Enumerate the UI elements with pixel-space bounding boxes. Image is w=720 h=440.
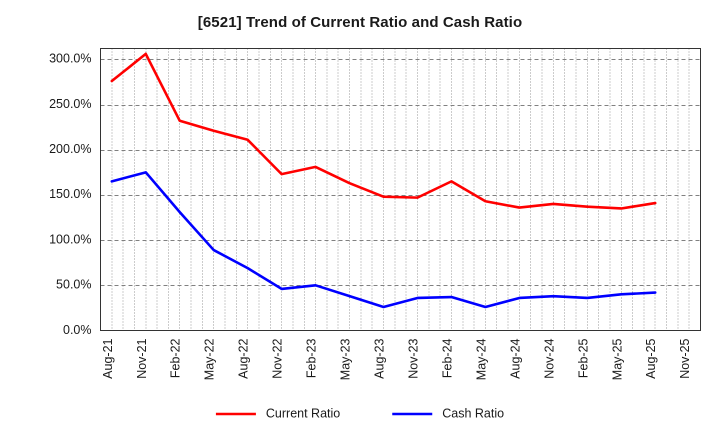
- plot-frame: [99, 47, 702, 332]
- x-tick-label: Aug-21: [101, 338, 115, 378]
- series-line-cash-ratio: [110, 171, 657, 309]
- x-tick-label: Feb-24: [440, 338, 454, 378]
- x-tick-label: Nov-23: [406, 338, 420, 378]
- y-tick-label: 50.0%: [56, 278, 91, 292]
- x-tick-label: Nov-25: [678, 338, 692, 378]
- x-tick-label: Feb-22: [169, 338, 183, 378]
- x-tick-label: May-24: [474, 338, 488, 380]
- x-tick-label: Aug-23: [373, 338, 387, 378]
- minor-gridlines: [111, 48, 690, 331]
- x-tick-label: May-25: [610, 338, 624, 380]
- x-tick-label: May-23: [339, 338, 353, 380]
- y-tick-label: 250.0%: [49, 97, 91, 111]
- y-tick-label: 0.0%: [63, 323, 92, 337]
- y-tick-label: 150.0%: [49, 187, 91, 201]
- x-tick-label: Aug-25: [644, 338, 658, 378]
- chart-title: [6521] Trend of Current Ratio and Cash R…: [197, 14, 523, 31]
- y-tick-label: 100.0%: [49, 232, 91, 246]
- y-axis-labels: 0.0% 50.0% 100.0% 150.0% 200.0% 250.0% 300.0%: [49, 52, 91, 337]
- series-line-current-ratio: [110, 52, 657, 210]
- x-tick-label: Feb-23: [305, 338, 319, 378]
- y-tick-label: 300.0%: [49, 52, 91, 66]
- x-tick-label: Feb-25: [576, 338, 590, 378]
- x-tick-label: Aug-22: [237, 338, 251, 378]
- x-tick-label: Nov-21: [135, 338, 149, 378]
- x-tick-label: Nov-24: [542, 338, 556, 378]
- legend-item-current-ratio[interactable]: Current Ratio: [215, 406, 340, 420]
- chart-legend: Current Ratio Cash Ratio: [215, 406, 504, 420]
- legend-label: Current Ratio: [266, 406, 340, 420]
- legend-label: Cash Ratio: [442, 406, 504, 420]
- x-tick-label: Nov-22: [271, 338, 285, 378]
- x-axis-labels: Aug-21 Nov-21 Feb-22 May-22 Aug-22 Nov-22 Feb-…: [101, 338, 692, 380]
- major-gridlines: [100, 59, 701, 286]
- x-tick-label: May-22: [203, 338, 217, 380]
- legend-item-cash-ratio[interactable]: Cash Ratio: [392, 406, 504, 420]
- y-tick-label: 200.0%: [49, 142, 91, 156]
- x-tick-label: Aug-24: [508, 338, 522, 378]
